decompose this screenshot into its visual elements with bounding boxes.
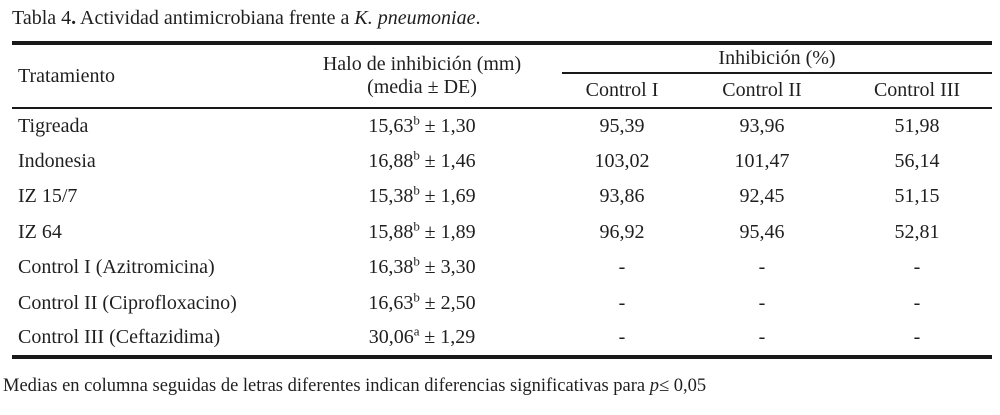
caption-label-dot: . — [71, 7, 77, 29]
cell-tratamiento: IZ 15/7 — [18, 185, 78, 208]
table-row: Indonesia 16,88b ± 1,46 103,02 101,47 56,… — [12, 144, 992, 180]
header-row-group: Tratamiento Halo de inhibición (mm) (med… — [12, 43, 992, 109]
halo-header-line1: Halo de inhibición (mm) — [322, 53, 522, 75]
halo-mean: 16,38 — [368, 256, 414, 279]
cell-control2: - — [758, 291, 766, 314]
cell-control1: 96,92 — [599, 220, 645, 243]
cell-control1: 103,02 — [594, 149, 650, 172]
cell-control2: 93,96 — [739, 114, 785, 137]
halo-mean: 15,88 — [368, 220, 414, 243]
antimicrobial-activity-table: Tratamiento Halo de inhibición (mm) (med… — [12, 41, 992, 359]
cell-control1: 93,86 — [599, 185, 645, 208]
cell-control1: - — [618, 326, 626, 349]
footnote-text: Medias en columna seguidas de letras dif… — [3, 376, 650, 396]
cell-tratamiento: IZ 64 — [18, 220, 62, 243]
footnote-threshold: ≤ 0,05 — [659, 376, 707, 396]
caption-period: . — [475, 7, 481, 29]
table-header: Tratamiento Halo de inhibición (mm) (med… — [12, 43, 992, 109]
cell-control3: 51,15 — [894, 185, 940, 208]
halo-mean: 30,06 — [368, 326, 414, 349]
table-row: Control III (Ceftazidima) 30,06a ± 1,29 -… — [12, 321, 992, 357]
significance-superscript: b — [413, 218, 420, 234]
cell-halo: 15,63b ± 1,30 — [282, 108, 562, 144]
cell-control2: 95,46 — [739, 220, 785, 243]
cell-tratamiento: Tigreada — [18, 114, 89, 137]
table-row: Control I (Azitromicina) 16,38b ± 3,30 - … — [12, 250, 992, 286]
cell-control1: - — [618, 256, 626, 279]
significance-superscript: a — [413, 323, 420, 339]
table-row: IZ 64 15,88b ± 1,89 96,92 95,46 52,81 — [12, 215, 992, 251]
column-header-tratamiento: Tratamiento — [12, 43, 282, 109]
caption-text: Actividad antimicrobiana frente a — [76, 7, 355, 29]
cell-halo: 15,88b ± 1,89 — [282, 215, 562, 251]
cell-control2: - — [758, 256, 766, 279]
cell-control2: 92,45 — [739, 185, 785, 208]
cell-control3: 56,14 — [894, 149, 940, 172]
column-header-control3: Control III — [842, 73, 992, 109]
cell-control3: - — [913, 326, 921, 349]
cell-halo: 30,06a ± 1,29 — [282, 321, 562, 357]
cell-control2: 101,47 — [734, 149, 790, 172]
column-header-halo: Halo de inhibición (mm) (media ± DE) — [282, 43, 562, 109]
halo-header-line2: (media ± DE) — [367, 76, 477, 98]
cell-halo: 16,63b ± 2,50 — [282, 286, 562, 322]
halo-sd: ± 1,29 — [424, 326, 476, 349]
cell-control3: 51,98 — [894, 114, 940, 137]
caption-species-italic: K. pneumoniae — [354, 7, 476, 29]
group-header-inhibicion: Inhibición (%) — [562, 43, 992, 74]
significance-superscript: b — [413, 112, 420, 128]
cell-control3: - — [913, 256, 921, 279]
significance-superscript: b — [413, 253, 420, 269]
halo-mean: 15,38 — [368, 185, 414, 208]
significance-superscript: b — [413, 182, 420, 198]
header-row-controls: Control I Control II Control III — [12, 73, 992, 109]
cell-control1: - — [618, 291, 626, 314]
cell-control2: - — [758, 326, 766, 349]
cell-control3: 52,81 — [894, 220, 940, 243]
halo-mean: 15,63 — [368, 114, 414, 137]
cell-tratamiento: Control III (Ceftazidima) — [18, 326, 221, 349]
halo-mean: 16,63 — [368, 291, 414, 314]
table-body: Tigreada 15,63b ± 1,30 95,39 93,96 51,98 … — [12, 108, 992, 357]
cell-halo: 15,38b ± 1,69 — [282, 179, 562, 215]
significance-superscript: b — [413, 147, 420, 163]
cell-tratamiento: Indonesia — [18, 149, 96, 172]
table-row: IZ 15/7 15,38b ± 1,69 93,86 92,45 51,15 — [12, 179, 992, 215]
footnote-p-italic: p — [649, 376, 659, 396]
column-header-control1: Control I — [562, 73, 682, 109]
cell-tratamiento: Control I (Azitromicina) — [18, 256, 215, 279]
halo-sd: ± 3,30 — [424, 256, 476, 279]
cell-control3: - — [913, 291, 921, 314]
table-row: Tigreada 15,63b ± 1,30 95,39 93,96 51,98 — [12, 108, 992, 144]
halo-mean: 16,88 — [368, 149, 414, 172]
halo-sd: ± 1,69 — [424, 185, 476, 208]
caption-label: Tabla 4 — [12, 7, 72, 29]
halo-sd: ± 1,89 — [424, 220, 476, 243]
cell-tratamiento: Control II (Ciprofloxacino) — [18, 291, 237, 314]
significance-superscript: b — [413, 289, 420, 305]
column-header-control2: Control II — [682, 73, 842, 109]
table-caption: Tabla 4. Actividad antimicrobiana frente… — [12, 6, 480, 30]
table-row: Control II (Ciprofloxacino) 16,63b ± 2,50… — [12, 286, 992, 322]
halo-sd: ± 2,50 — [424, 291, 476, 314]
halo-sd: ± 1,46 — [424, 149, 476, 172]
cell-halo: 16,88b ± 1,46 — [282, 144, 562, 180]
significance-footnote: Medias en columna seguidas de letras dif… — [3, 376, 706, 397]
halo-sd: ± 1,30 — [424, 114, 476, 137]
cell-control1: 95,39 — [599, 114, 645, 137]
cell-halo: 16,38b ± 3,30 — [282, 250, 562, 286]
